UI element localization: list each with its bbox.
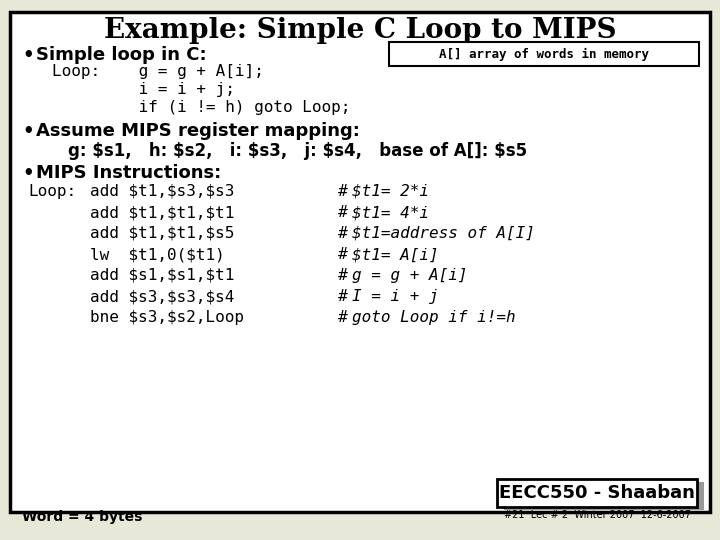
Text: Example: Simple C Loop to MIPS: Example: Simple C Loop to MIPS — [104, 17, 616, 44]
Text: Loop:    g = g + A[i];: Loop: g = g + A[i]; — [52, 64, 264, 79]
Text: A[] array of words in memory: A[] array of words in memory — [439, 48, 649, 60]
Text: •: • — [22, 122, 34, 140]
Text: i = i + j;: i = i + j; — [52, 82, 235, 97]
Text: #: # — [338, 205, 348, 220]
Text: add \$t1,\$s3,\$s3: add \$t1,\$s3,\$s3 — [90, 184, 235, 199]
Text: #: # — [338, 226, 348, 241]
Text: if (i != h) goto Loop;: if (i != h) goto Loop; — [52, 100, 351, 115]
Text: #: # — [338, 289, 348, 304]
Text: EECC550 - Shaaban: EECC550 - Shaaban — [499, 484, 695, 502]
Text: #21  Lec # 2  Winter 2007  12-6-2007: #21 Lec # 2 Winter 2007 12-6-2007 — [503, 510, 690, 520]
FancyBboxPatch shape — [389, 42, 699, 66]
Text: •: • — [22, 164, 34, 182]
Text: \$t1=address of A[I]: \$t1=address of A[I] — [352, 226, 535, 241]
Text: Word = 4 bytes: Word = 4 bytes — [22, 510, 143, 524]
Text: g = g + A[i]: g = g + A[i] — [352, 268, 467, 283]
Text: goto Loop if i!=h: goto Loop if i!=h — [352, 310, 516, 325]
Text: \$t1= 4*i: \$t1= 4*i — [352, 205, 429, 220]
Text: bne \$s3,\$s2,Loop: bne \$s3,\$s2,Loop — [90, 310, 244, 325]
Text: #: # — [338, 247, 348, 262]
Text: add \$t1,\$t1,\$t1: add \$t1,\$t1,\$t1 — [90, 205, 235, 220]
Text: Loop:: Loop: — [28, 184, 76, 199]
Text: Simple loop in C:: Simple loop in C: — [36, 46, 207, 64]
Text: add \$s1,\$s1,\$t1: add \$s1,\$s1,\$t1 — [90, 268, 235, 283]
Text: #: # — [338, 268, 348, 283]
Text: \$t1= 2*i: \$t1= 2*i — [352, 184, 429, 199]
FancyBboxPatch shape — [497, 479, 697, 507]
Text: lw  \$t1,0(\$t1): lw \$t1,0(\$t1) — [90, 247, 225, 262]
Text: g: \$s1,   h: \$s2,   i: \$s3,   j: \$s4,   base of A[]: \$s5: g: \$s1, h: \$s2, i: \$s3, j: \$s4, base… — [68, 142, 527, 160]
Text: MIPS Instructions:: MIPS Instructions: — [36, 164, 221, 182]
Text: Assume MIPS register mapping:: Assume MIPS register mapping: — [36, 122, 360, 140]
Text: I = i + j: I = i + j — [352, 289, 438, 304]
FancyBboxPatch shape — [504, 482, 704, 510]
Text: •: • — [22, 46, 34, 64]
Text: add \$s3,\$s3,\$s4: add \$s3,\$s3,\$s4 — [90, 289, 235, 304]
Text: add \$t1,\$t1,\$s5: add \$t1,\$t1,\$s5 — [90, 226, 235, 241]
FancyBboxPatch shape — [10, 12, 710, 512]
Text: #: # — [338, 184, 348, 199]
Text: \$t1= A[i]: \$t1= A[i] — [352, 247, 438, 262]
Text: #: # — [338, 310, 348, 325]
